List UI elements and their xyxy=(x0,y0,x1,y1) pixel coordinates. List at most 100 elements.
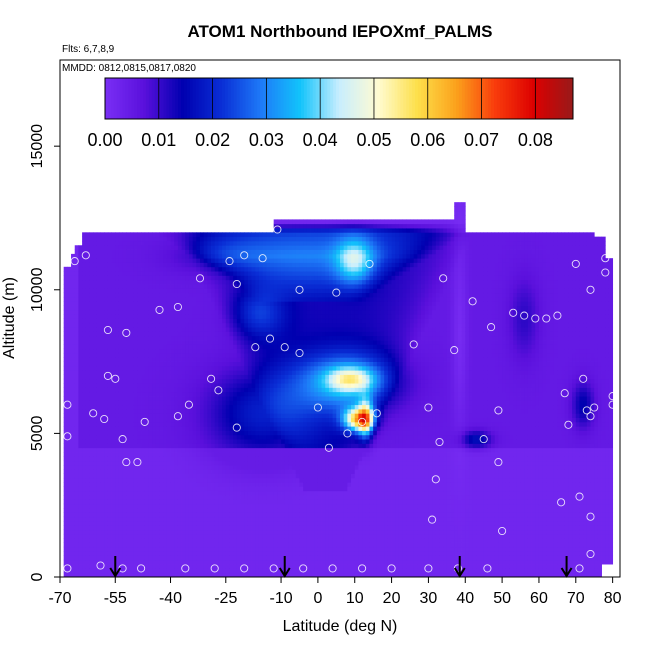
field-cell xyxy=(207,512,212,518)
field-cell xyxy=(115,421,120,427)
field-cell xyxy=(166,443,171,449)
field-cell xyxy=(236,296,241,302)
field-cell xyxy=(247,546,252,552)
field-cell xyxy=(200,365,205,371)
field-cell xyxy=(107,387,112,393)
field-cell xyxy=(177,477,182,483)
field-cell xyxy=(222,546,227,552)
field-cell xyxy=(229,542,234,548)
field-cell xyxy=(137,551,142,556)
field-cell xyxy=(111,296,116,302)
field-cell xyxy=(93,279,98,285)
field-cell xyxy=(281,555,286,561)
field-cell xyxy=(82,253,87,259)
field-cell xyxy=(133,352,138,358)
field-cell xyxy=(107,245,112,250)
field-cell xyxy=(82,430,87,436)
field-cell xyxy=(111,542,116,548)
field-cell xyxy=(71,348,76,354)
field-cell xyxy=(111,335,116,341)
field-cell xyxy=(207,288,212,294)
field-cell xyxy=(262,572,267,577)
field-cell xyxy=(284,271,289,276)
field-cell xyxy=(240,456,245,462)
field-cell xyxy=(284,512,289,518)
field-cell xyxy=(89,486,94,492)
field-cell xyxy=(148,568,153,574)
field-cell xyxy=(262,396,267,401)
field-cell xyxy=(288,452,293,457)
field-cell xyxy=(188,413,194,418)
field-cell xyxy=(170,533,175,539)
field-cell xyxy=(67,495,72,500)
field-cell xyxy=(196,374,201,380)
field-cell xyxy=(233,309,238,315)
field-cell xyxy=(229,387,234,393)
field-cell xyxy=(200,456,205,462)
field-cell xyxy=(188,516,194,522)
field-cell xyxy=(240,288,245,294)
field-cell xyxy=(152,464,157,470)
field-cell xyxy=(130,443,135,449)
field-cell xyxy=(148,240,153,246)
field-cell xyxy=(166,340,171,345)
field-cell xyxy=(137,357,142,362)
field-cell xyxy=(163,266,168,272)
field-cell xyxy=(270,344,275,350)
field-cell xyxy=(266,516,271,522)
field-cell xyxy=(181,464,186,470)
field-cell xyxy=(166,572,171,577)
field-cell xyxy=(196,473,201,479)
field-cell xyxy=(247,374,252,380)
field-cell xyxy=(211,249,216,255)
field-cell xyxy=(130,249,135,255)
field-cell xyxy=(63,370,68,375)
field-cell xyxy=(148,236,153,242)
field-cell xyxy=(244,262,249,268)
field-cell xyxy=(236,426,241,431)
field-cell xyxy=(229,469,234,474)
field-cell xyxy=(152,529,157,535)
field-cell xyxy=(247,236,252,242)
field-cell xyxy=(96,387,101,393)
field-cell xyxy=(74,383,79,388)
field-cell xyxy=(63,327,68,332)
field-cell xyxy=(96,314,101,319)
field-cell xyxy=(82,572,87,577)
field-cell xyxy=(262,318,267,324)
field-cell xyxy=(78,516,83,522)
field-cell xyxy=(63,477,68,483)
field-cell xyxy=(82,473,87,479)
field-cell xyxy=(78,378,83,384)
field-cell xyxy=(288,292,293,298)
field-cell xyxy=(74,301,79,306)
field-cell xyxy=(152,546,157,552)
field-cell xyxy=(137,477,142,483)
field-cell xyxy=(144,292,149,298)
field-cell xyxy=(170,391,175,397)
field-cell xyxy=(225,352,230,358)
field-cell xyxy=(177,253,182,259)
field-cell xyxy=(166,305,171,311)
field-cell xyxy=(148,516,153,522)
field-cell xyxy=(207,236,212,242)
field-cell xyxy=(270,417,275,423)
field-cell xyxy=(207,262,212,268)
field-cell xyxy=(67,482,72,487)
field-cell xyxy=(225,447,230,453)
field-cell xyxy=(144,473,149,479)
field-cell xyxy=(225,443,230,449)
field-cell xyxy=(240,486,245,492)
field-cell xyxy=(144,400,149,406)
field-cell xyxy=(159,387,164,393)
field-cell xyxy=(63,542,68,548)
field-cell xyxy=(159,508,164,513)
field-cell xyxy=(281,288,286,294)
field-cell xyxy=(166,456,171,462)
field-cell xyxy=(93,546,98,552)
field-cell xyxy=(207,520,212,526)
field-cell xyxy=(236,378,241,384)
field-cell xyxy=(200,473,205,479)
field-cell xyxy=(152,258,157,263)
field-cell xyxy=(277,546,282,552)
